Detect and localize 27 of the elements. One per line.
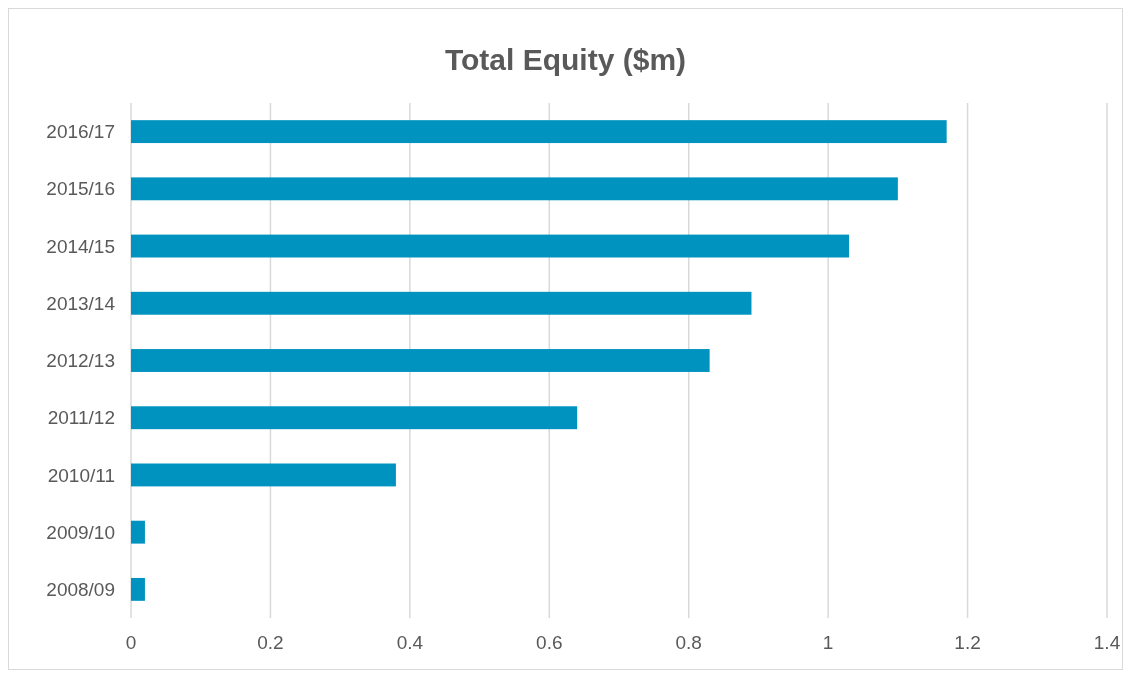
bar [131, 520, 145, 544]
y-tick-label: 2010/11 [47, 464, 115, 486]
x-tick-label: 0 [125, 632, 137, 653]
y-tick-label: 2011/12 [47, 407, 115, 429]
y-tick-label: 2013/14 [46, 292, 116, 314]
bar [131, 463, 396, 487]
y-tick-label: 2015/16 [46, 178, 115, 200]
y-tick-label: 2008/09 [46, 579, 115, 601]
x-tick-label: 1 [822, 632, 834, 653]
x-tick-label: 1.2 [954, 632, 981, 653]
x-tick-label: 0.8 [675, 632, 702, 653]
y-tick-label: 2016/17 [46, 121, 115, 143]
x-tick-label: 0.6 [536, 632, 563, 653]
x-tick-label: 0.2 [257, 632, 284, 653]
y-tick-label: 2014/15 [46, 235, 115, 257]
x-tick-label: 0.4 [396, 632, 424, 653]
bar [131, 406, 578, 430]
bar [131, 177, 898, 201]
bar [131, 349, 710, 372]
bar [131, 577, 145, 601]
x-tick-label: 1.4 [1093, 632, 1121, 653]
bar [131, 291, 752, 315]
bar [131, 120, 947, 144]
bar [131, 234, 850, 258]
chart-title: Total Equity ($m) [444, 43, 687, 76]
y-tick-label: 2012/13 [46, 350, 115, 372]
y-tick-label: 2009/10 [46, 521, 115, 543]
